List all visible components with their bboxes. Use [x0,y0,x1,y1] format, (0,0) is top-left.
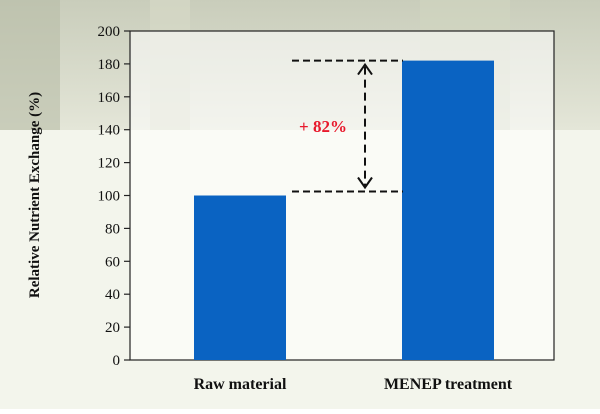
y-tick-label: 140 [98,123,121,139]
y-tick-label: 120 [98,156,121,172]
x-category-label: Raw material [194,376,287,393]
annotation-label: + 82% [299,117,347,136]
arrow-up-icon [357,62,373,76]
y-tick-label: 0 [113,353,121,369]
x-category-label: MENEP treatment [384,376,513,393]
bar [194,195,286,360]
y-tick-label: 20 [105,320,120,336]
y-tick-label: 100 [98,189,121,205]
y-tick-label: 40 [105,287,120,303]
y-tick-label: 80 [105,221,120,237]
y-tick-label: 60 [105,254,120,270]
bar [402,60,494,361]
y-axis-label: Relative Nutrient Exchange (%) [27,92,43,298]
y-tick-label: 160 [98,90,121,106]
y-tick-label: 200 [98,24,121,40]
y-tick-label: 180 [98,57,121,73]
arrow-down-icon [357,176,373,190]
